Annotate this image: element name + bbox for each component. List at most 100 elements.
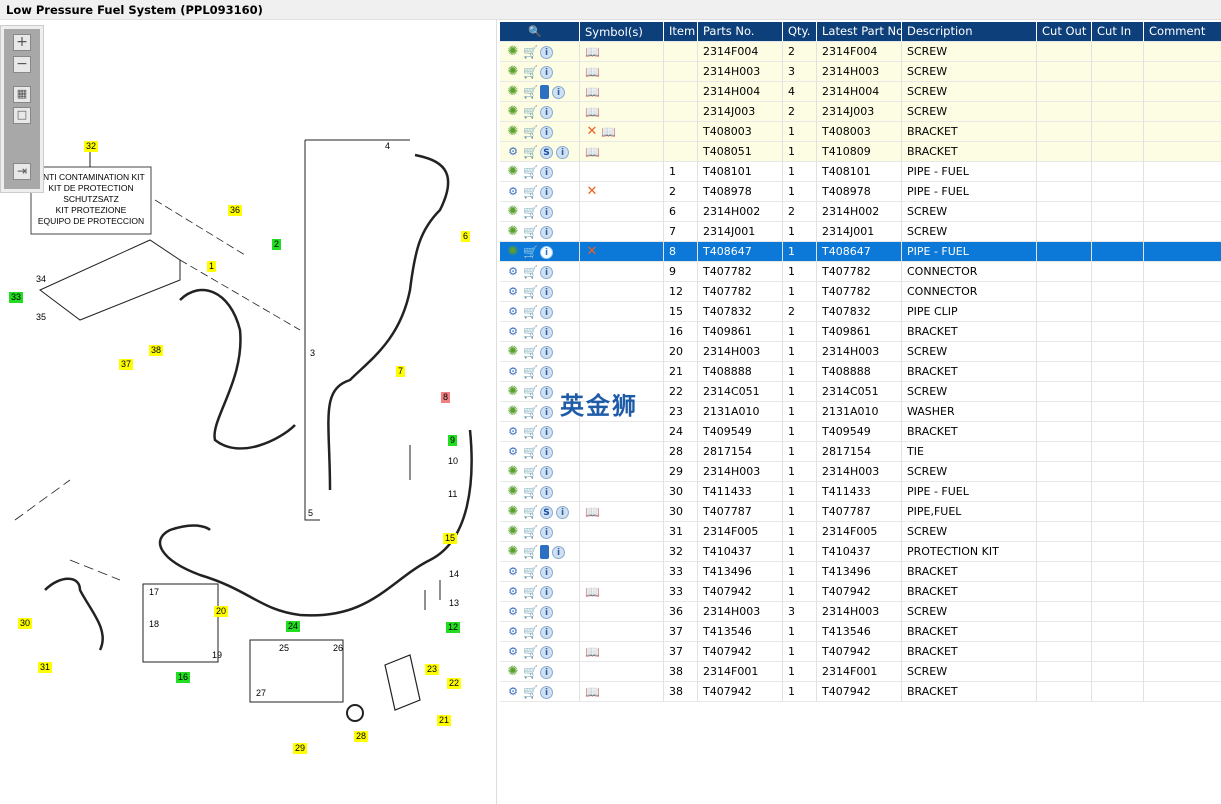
assembly-gears-icon[interactable]: ⚙ bbox=[508, 645, 518, 658]
info-icon[interactable]: i bbox=[540, 585, 553, 599]
assembly-gears-icon[interactable]: ⚙ bbox=[508, 185, 518, 198]
column-header[interactable]: Comment bbox=[1149, 24, 1206, 38]
info-icon[interactable]: i bbox=[540, 425, 553, 439]
table-row[interactable]: ⚙ 🛒 i 📖 38 T407942 1 T407942 BRACKET bbox=[500, 682, 1221, 702]
assembly-gears-icon[interactable]: ⚙ bbox=[508, 565, 518, 578]
assembly-gears-icon[interactable]: ⚙ bbox=[508, 325, 518, 338]
callout-34[interactable]: 34 bbox=[36, 274, 47, 284]
info-icon[interactable]: i bbox=[552, 85, 565, 99]
cart-icon[interactable]: 🛒 bbox=[523, 665, 538, 679]
table-row[interactable]: ✺ 🛒 i 6 2314H002 2 2314H002 SCREW bbox=[500, 202, 1221, 222]
info-icon[interactable]: i bbox=[540, 125, 553, 139]
info-icon[interactable]: i bbox=[540, 445, 553, 459]
cart-icon[interactable]: 🛒 bbox=[523, 505, 538, 519]
table-row[interactable]: ✺ 🛒 i ✕ 📖 T408003 1 T408003 BRACKET bbox=[500, 122, 1221, 142]
table-row[interactable]: ⚙ 🛒 i 28 2817154 1 2817154 TIE bbox=[500, 442, 1221, 462]
part-gear-icon[interactable]: ✺ bbox=[507, 504, 519, 519]
info-icon[interactable]: i bbox=[540, 605, 553, 619]
info-icon[interactable]: i bbox=[540, 245, 553, 259]
cart-icon[interactable]: 🛒 bbox=[523, 165, 538, 179]
cart-icon[interactable]: 🛒 bbox=[523, 625, 538, 639]
cart-icon[interactable]: 🛒 bbox=[523, 65, 538, 79]
table-row[interactable]: ✺ 🛒 i 32 T410437 1 T410437 PROTECTION KIT bbox=[500, 542, 1221, 562]
table-row[interactable]: ✺ 🛒 i 20 2314H003 1 2314H003 SCREW bbox=[500, 342, 1221, 362]
export-button[interactable]: ⇥ bbox=[13, 163, 31, 180]
supersession-icon[interactable]: S bbox=[540, 505, 553, 519]
illustration-book-icon[interactable]: 📖 bbox=[585, 45, 600, 59]
cart-icon[interactable]: 🛒 bbox=[523, 385, 538, 399]
info-icon[interactable]: i bbox=[540, 265, 553, 279]
callout-10[interactable]: 10 bbox=[448, 456, 459, 466]
table-row[interactable]: ⚙ 🛒 i 15 T407832 2 T407832 PIPE CLIP bbox=[500, 302, 1221, 322]
cart-icon[interactable]: 🛒 bbox=[523, 105, 538, 119]
info-icon[interactable]: i bbox=[540, 325, 553, 339]
column-header[interactable]: Description bbox=[902, 22, 1037, 42]
info-icon[interactable]: i bbox=[540, 685, 553, 699]
callout-12[interactable]: 12 bbox=[446, 622, 461, 633]
cart-icon[interactable]: 🛒 bbox=[523, 305, 538, 319]
callout-38[interactable]: 38 bbox=[149, 345, 164, 356]
assembly-gears-icon[interactable]: ⚙ bbox=[508, 585, 518, 598]
table-row[interactable]: ✺ 🛒 i 7 2314J001 1 2314J001 SCREW bbox=[500, 222, 1221, 242]
callout-11[interactable]: 11 bbox=[448, 489, 458, 499]
info-icon[interactable]: i bbox=[540, 305, 553, 319]
callout-23[interactable]: 23 bbox=[425, 664, 440, 675]
assembly-gears-icon[interactable]: ⚙ bbox=[508, 145, 518, 158]
cart-icon[interactable]: 🛒 bbox=[523, 145, 538, 159]
callout-14[interactable]: 14 bbox=[449, 569, 460, 579]
callout-36[interactable]: 36 bbox=[228, 205, 243, 216]
part-gear-icon[interactable]: ✺ bbox=[507, 384, 519, 399]
column-header[interactable]: Latest Part No. bbox=[817, 22, 902, 42]
info-icon[interactable]: i bbox=[540, 485, 553, 499]
callout-8[interactable]: 8 bbox=[441, 392, 451, 403]
table-row[interactable]: ✺ 🛒 i 📖 2314J003 2 2314J003 SCREW bbox=[500, 102, 1221, 122]
callout-26[interactable]: 26 bbox=[333, 643, 344, 653]
cart-icon[interactable]: 🛒 bbox=[523, 425, 538, 439]
callout-17[interactable]: 17 bbox=[149, 587, 160, 597]
part-gear-icon[interactable]: ✺ bbox=[507, 344, 519, 359]
column-header[interactable]: Item bbox=[664, 22, 698, 42]
info-icon[interactable]: i bbox=[540, 105, 553, 119]
table-row[interactable]: ⚙ 🛒 i 33 T413496 1 T413496 BRACKET bbox=[500, 562, 1221, 582]
manual-icon[interactable] bbox=[540, 85, 549, 99]
assembly-gears-icon[interactable]: ⚙ bbox=[508, 685, 518, 698]
info-icon[interactable]: i bbox=[540, 565, 553, 579]
callout-32[interactable]: 32 bbox=[84, 141, 99, 152]
table-row[interactable]: ⚙ 🛒 i 📖 33 T407942 1 T407942 BRACKET bbox=[500, 582, 1221, 602]
info-icon[interactable]: i bbox=[540, 665, 553, 679]
illustration-book-icon[interactable]: 📖 bbox=[585, 505, 600, 519]
callout-22[interactable]: 22 bbox=[447, 678, 462, 689]
cart-icon[interactable]: 🛒 bbox=[523, 225, 538, 239]
info-icon[interactable]: i bbox=[540, 625, 553, 639]
callout-27[interactable]: 27 bbox=[256, 688, 267, 698]
info-icon[interactable]: i bbox=[540, 365, 553, 379]
table-row[interactable]: ✺ 🛒 i 📖 2314H004 4 2314H004 SCREW bbox=[500, 82, 1221, 102]
illustration-book-icon[interactable]: 📖 bbox=[585, 105, 600, 119]
callout-2[interactable]: 2 bbox=[272, 239, 282, 250]
part-gear-icon[interactable]: ✺ bbox=[507, 544, 519, 559]
part-gear-icon[interactable]: ✺ bbox=[507, 484, 519, 499]
callout-24[interactable]: 24 bbox=[286, 621, 301, 632]
supersession-icon[interactable]: S bbox=[540, 145, 553, 159]
table-row[interactable]: ✺ 🛒 i 23 2131A010 1 2131A010 WASHER bbox=[500, 402, 1221, 422]
assembly-gears-icon[interactable]: ⚙ bbox=[508, 445, 518, 458]
cart-icon[interactable]: 🛒 bbox=[523, 85, 538, 99]
column-header[interactable]: Qty. bbox=[783, 22, 817, 42]
callout-19[interactable]: 19 bbox=[212, 650, 223, 660]
cart-icon[interactable]: 🛒 bbox=[523, 185, 538, 199]
illustration-book-icon[interactable]: 📖 bbox=[585, 685, 600, 699]
info-icon[interactable]: i bbox=[540, 345, 553, 359]
info-icon[interactable]: i bbox=[540, 285, 553, 299]
cart-icon[interactable]: 🛒 bbox=[523, 605, 538, 619]
cart-icon[interactable]: 🛒 bbox=[523, 585, 538, 599]
table-row[interactable]: ⚙ 🛒 i 24 T409549 1 T409549 BRACKET bbox=[500, 422, 1221, 442]
info-icon[interactable]: i bbox=[540, 165, 553, 179]
zoom-in-button[interactable]: + bbox=[13, 34, 31, 51]
cart-icon[interactable]: 🛒 bbox=[523, 345, 538, 359]
callout-33[interactable]: 33 bbox=[9, 292, 24, 303]
illustration-book-icon[interactable]: 📖 bbox=[585, 145, 600, 159]
cart-icon[interactable]: 🛒 bbox=[523, 365, 538, 379]
part-gear-icon[interactable]: ✺ bbox=[507, 204, 519, 219]
column-header[interactable]: Cut Out bbox=[1037, 22, 1092, 42]
